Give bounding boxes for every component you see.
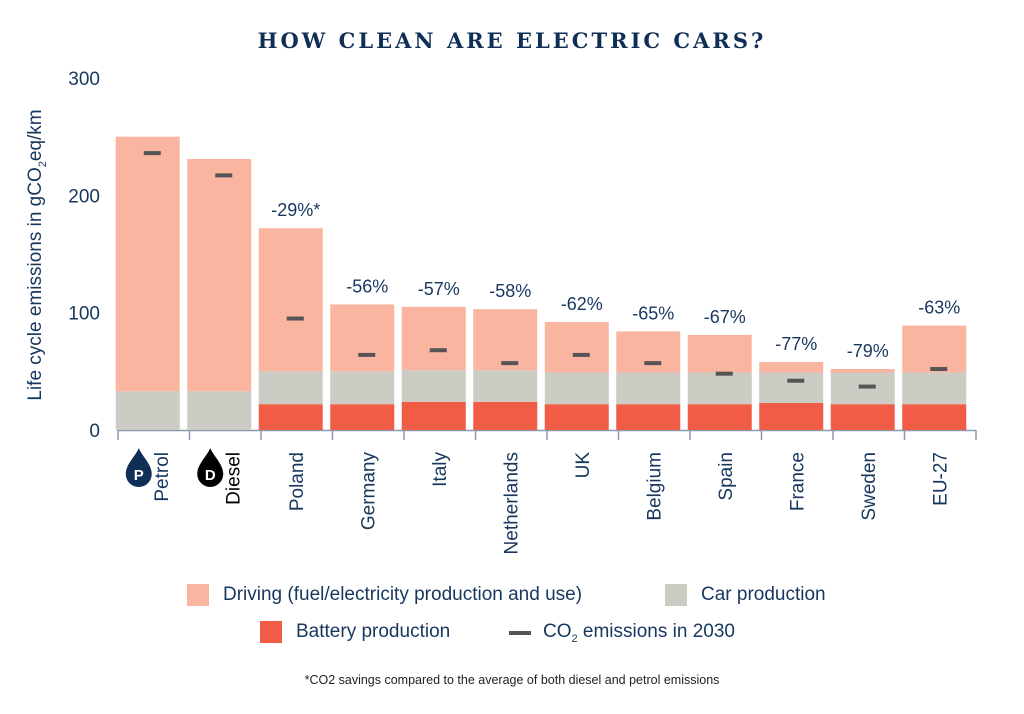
- bar-segment-driving: [187, 158, 252, 392]
- category-label: Belgium: [644, 452, 665, 521]
- fuel-type-letter: D: [205, 467, 216, 484]
- category-label: Germany: [358, 452, 379, 531]
- co2-2030-marker: [715, 371, 733, 376]
- category-label: Italy: [430, 452, 451, 487]
- category-label: Petrol: [152, 452, 173, 502]
- bar-segment-battery: [544, 404, 609, 430]
- bar-segment-car: [401, 370, 466, 402]
- y-axis-label: Life cycle emissions in gCO2eq/km: [25, 109, 49, 400]
- co2-2030-marker: [286, 316, 304, 321]
- co2-2030-marker: [143, 151, 161, 156]
- co2-2030-marker: [215, 173, 233, 178]
- bar-segment-car: [187, 391, 252, 430]
- bar-segment-car: [473, 370, 538, 402]
- co2-2030-marker: [501, 361, 519, 366]
- category-label: France: [787, 452, 808, 511]
- co2-2030-marker: [787, 378, 805, 383]
- bar-segment-driving: [544, 322, 609, 373]
- savings-label: -79%: [847, 341, 889, 361]
- fuel-type-letter: P: [134, 467, 144, 484]
- bar-chart: 0 100 200 300 Life cycle emissions in gCO2eq…: [25, 69, 977, 554]
- chart-title: HOW CLEAN ARE ELECTRIC CARS?: [257, 28, 767, 53]
- bar-segment-battery: [759, 403, 824, 430]
- co2-2030-marker: [644, 361, 662, 366]
- bar-segment-battery: [830, 404, 895, 430]
- bar-segment-driving: [401, 306, 466, 371]
- savings-label: -63%: [918, 298, 960, 318]
- y-tick-label: 100: [68, 304, 100, 325]
- bar-segment-car: [115, 391, 180, 430]
- bar-segment-battery: [330, 404, 395, 430]
- legend-swatch-battery: [260, 621, 282, 643]
- savings-label: -56%: [346, 276, 388, 296]
- legend-label-driving: Driving (fuel/electricity production and…: [223, 584, 583, 605]
- bar-segment-battery: [401, 401, 466, 430]
- category-label: Sweden: [859, 452, 880, 521]
- bar-segment-driving: [258, 228, 323, 372]
- bar-segment-battery: [616, 404, 681, 430]
- legend-item-co2: CO2 emissions in 2030: [509, 621, 735, 645]
- bar-segment-driving: [616, 331, 681, 373]
- bar-segment-driving: [902, 325, 967, 373]
- bar-segment-driving: [687, 334, 752, 373]
- bar-segment-driving: [330, 304, 395, 372]
- bar-segment-battery: [687, 404, 752, 430]
- bar-segment-battery: [902, 404, 967, 430]
- legend-label-battery: Battery production: [296, 621, 451, 642]
- category-label: UK: [573, 452, 594, 479]
- bar-segment-driving: [759, 361, 824, 373]
- co2-2030-marker: [429, 348, 447, 353]
- legend-item-battery: Battery production: [260, 621, 450, 643]
- legend-swatch-driving: [187, 584, 209, 606]
- y-tick-label: 300: [68, 69, 100, 90]
- legend-item-car: Car production: [665, 584, 826, 606]
- bar-segment-car: [759, 372, 824, 404]
- bar-segment-driving: [115, 136, 180, 392]
- fuel-drop-icon: [197, 448, 224, 487]
- category-label: Diesel: [223, 452, 244, 505]
- bar-segment-car: [616, 372, 681, 405]
- bar-segment-driving: [830, 368, 895, 373]
- bar-segment-car: [258, 371, 323, 405]
- legend-swatch-car: [665, 584, 687, 606]
- legend-item-driving: Driving (fuel/electricity production and…: [187, 584, 582, 606]
- bar-segment-car: [330, 371, 395, 405]
- savings-label: -58%: [489, 281, 531, 301]
- bar-segment-battery: [473, 401, 538, 430]
- co2-2030-marker: [572, 352, 590, 357]
- bar-segment-car: [687, 372, 752, 405]
- bar-segment-car: [902, 372, 967, 405]
- category-label: Spain: [716, 452, 737, 501]
- category-label: Netherlands: [501, 452, 522, 554]
- savings-label: -67%: [704, 307, 746, 327]
- y-tick-label: 200: [68, 186, 100, 207]
- savings-label: -57%: [418, 279, 460, 299]
- legend-label-co2: CO2 emissions in 2030: [543, 621, 735, 645]
- y-tick-label: 0: [89, 421, 100, 442]
- legend-dash-co2: [509, 630, 531, 635]
- savings-label: -29%*: [271, 200, 320, 220]
- bar-segment-driving: [473, 309, 538, 371]
- footnote: *CO2 savings compared to the average of …: [304, 673, 720, 687]
- category-label: EU-27: [930, 452, 951, 506]
- bar-segment-battery: [258, 404, 323, 430]
- co2-2030-marker: [358, 352, 376, 357]
- legend-label-car: Car production: [701, 584, 826, 605]
- bar-segment-car: [544, 372, 609, 405]
- co2-2030-marker: [930, 366, 948, 371]
- category-label: Poland: [287, 452, 308, 511]
- savings-label: -62%: [561, 294, 603, 314]
- fuel-drop-icon: [125, 448, 152, 488]
- co2-2030-marker: [858, 384, 876, 389]
- savings-label: -77%: [775, 334, 817, 354]
- savings-label: -65%: [632, 303, 674, 323]
